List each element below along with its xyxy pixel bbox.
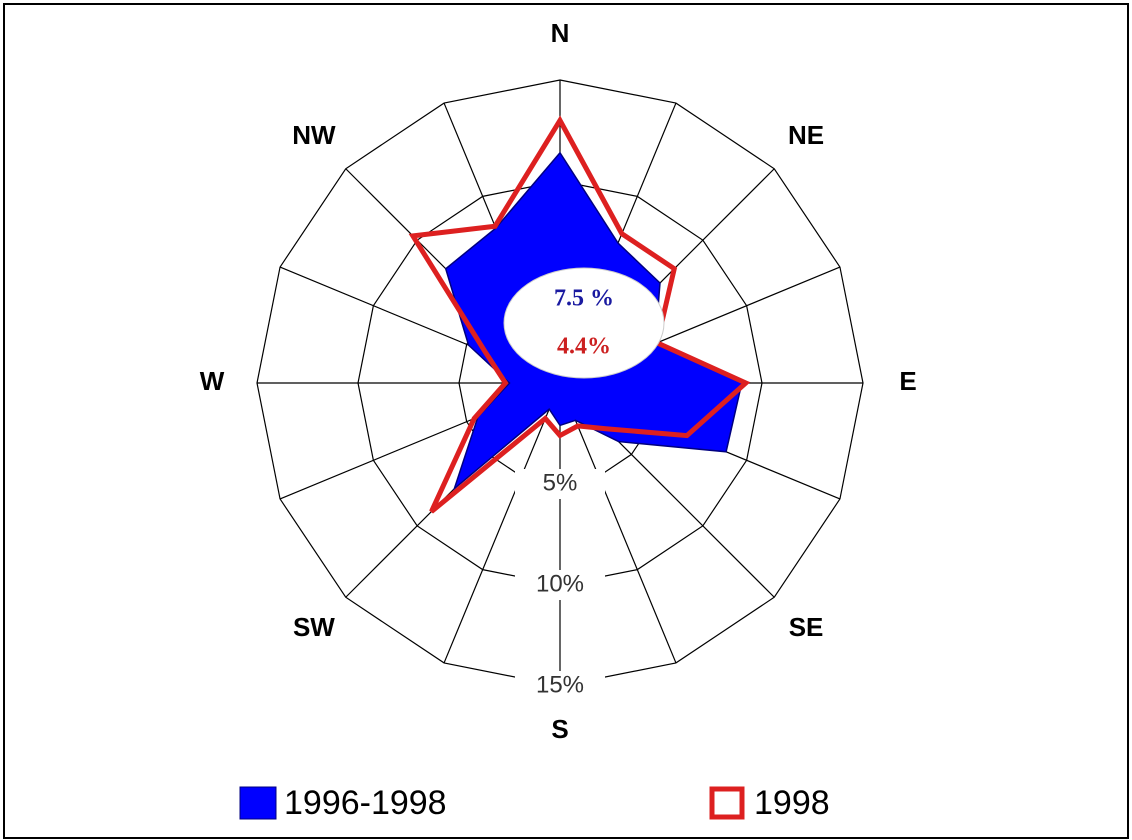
legend-swatch bbox=[709, 786, 745, 820]
direction-label: SE bbox=[789, 612, 824, 642]
legend-label: 1996-1998 bbox=[284, 784, 447, 822]
tick-label-bg bbox=[515, 570, 605, 600]
legend-label: 1998 bbox=[754, 784, 830, 822]
r-tick-label: 5% bbox=[543, 469, 578, 496]
spoke bbox=[559, 382, 677, 664]
label-layer: 5% 10% 15% N NE E SE S SW W NW 7.5 % 4.4% 1996-1998 19… bbox=[200, 18, 917, 822]
spoke bbox=[443, 382, 561, 664]
legend-swatch bbox=[239, 786, 277, 820]
tick-label-bg bbox=[515, 671, 605, 701]
annotation: 4.4% bbox=[557, 334, 611, 360]
direction-label: E bbox=[899, 366, 916, 396]
direction-label: W bbox=[200, 366, 225, 396]
tick-label-bg bbox=[515, 469, 605, 499]
annotation: 7.5 % bbox=[554, 286, 614, 312]
direction-label: N bbox=[551, 18, 570, 48]
r-tick-label: 10% bbox=[536, 570, 584, 597]
direction-label: S bbox=[551, 714, 568, 744]
direction-label: NE bbox=[788, 120, 824, 150]
direction-label: SW bbox=[293, 612, 335, 642]
annotation-bubble bbox=[503, 267, 665, 379]
direction-label: NW bbox=[292, 120, 336, 150]
r-tick-label: 15% bbox=[536, 671, 584, 698]
